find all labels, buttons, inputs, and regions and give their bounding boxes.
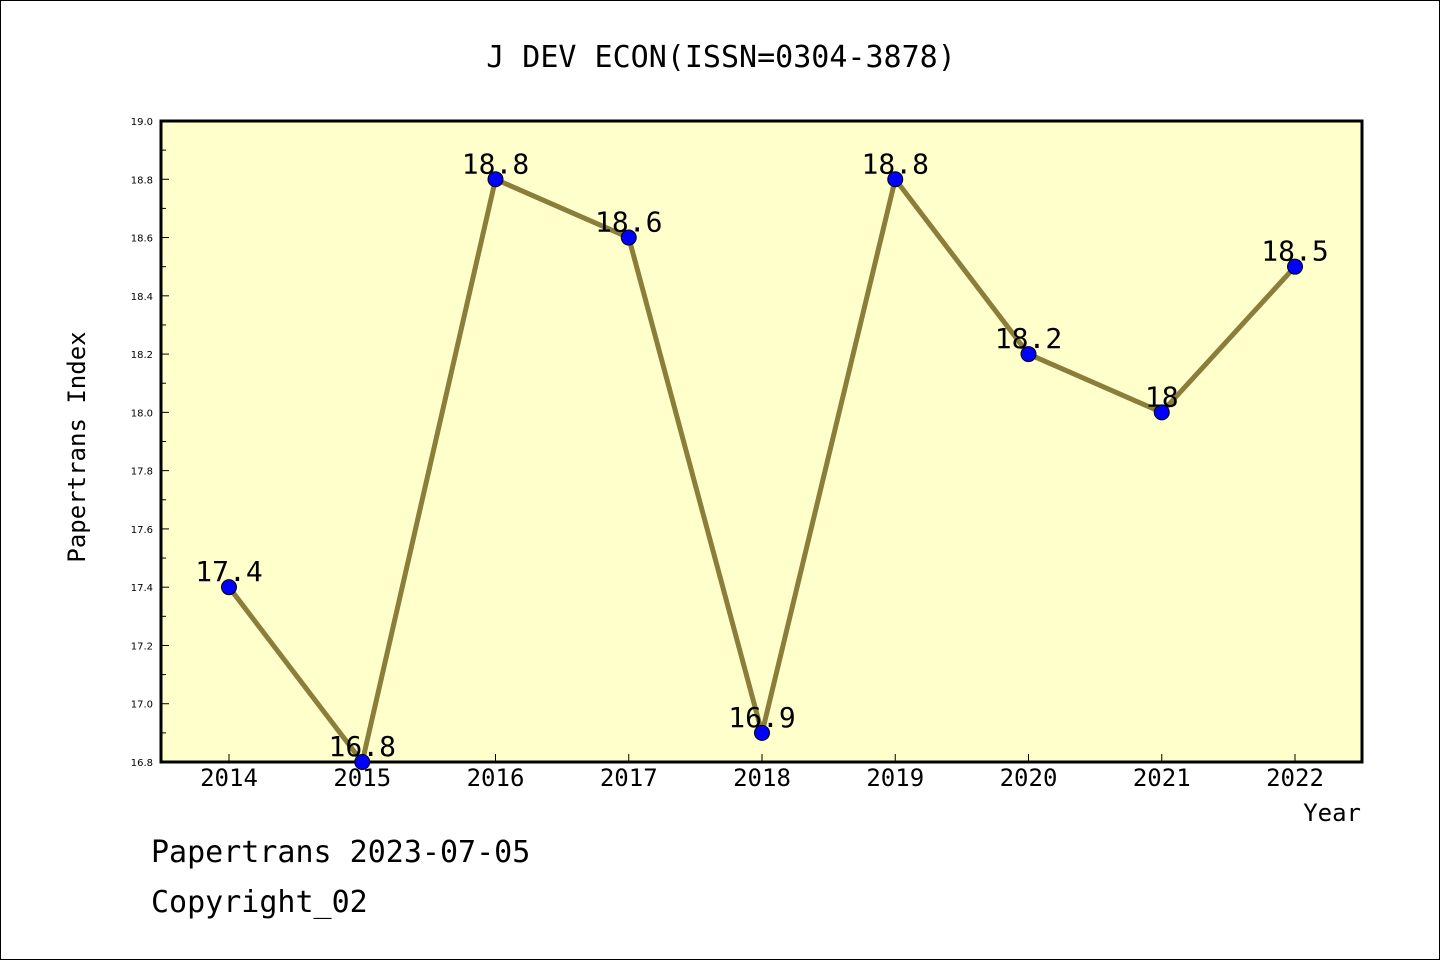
y-tick-label: 17.6	[131, 525, 153, 536]
x-tick-label: 2014	[200, 764, 258, 792]
y-tick-label: 17.8	[131, 467, 153, 478]
y-tick-label: 17.0	[131, 700, 153, 711]
y-tick-label: 17.4	[131, 583, 153, 594]
x-axis-ticks: 2014 2015 2016 2017 2018 2019 2020 2021 2022	[200, 754, 1324, 792]
y-axis-label: Papertrans Index	[63, 331, 91, 562]
y-tick-label: 19.0	[131, 117, 153, 128]
data-point	[1287, 258, 1303, 275]
x-tick-label: 2016	[467, 764, 525, 792]
data-label: 16.8	[329, 730, 396, 763]
series-points	[221, 171, 1303, 770]
data-point	[1020, 346, 1037, 363]
x-tick-label: 2018	[733, 764, 791, 792]
data-point	[754, 724, 770, 741]
data-point	[1153, 404, 1170, 421]
data-label: 18	[1145, 380, 1179, 413]
footer-date-text: Papertrans 2023-07-05	[151, 835, 531, 870]
data-point	[487, 171, 504, 188]
x-axis-label: Year	[1303, 799, 1361, 827]
y-axis-ticks: 16.8 17.0 17.2 17.4 17.6 17.8 18.0 18.2 18.4 18.6…	[131, 117, 169, 769]
y-tick-label: 18.8	[131, 175, 153, 186]
data-label: 17.4	[195, 555, 262, 588]
y-tick-label: 16.8	[131, 758, 153, 769]
y-tick-label: 17.2	[131, 641, 153, 652]
data-point	[887, 171, 904, 188]
x-tick-label: 2019	[866, 764, 924, 792]
data-point	[354, 754, 371, 770]
data-point	[221, 579, 237, 596]
y-tick-label: 18.4	[131, 292, 153, 303]
plot-area	[159, 119, 1364, 764]
data-label: 18.8	[862, 147, 929, 180]
y-tick-label: 18.6	[131, 234, 153, 245]
data-label: 18.6	[595, 206, 662, 239]
footer-copyright-text: Copyright_02	[151, 885, 368, 920]
data-label: 18.5	[1261, 235, 1328, 268]
y-tick-label: 18.2	[131, 350, 153, 361]
data-label: 18.8	[462, 147, 529, 180]
data-labels: 17.4 16.8 18.8 18.6 16.9 18.8 18.2 18 18.5	[195, 147, 1328, 763]
x-tick-label: 2021	[1133, 764, 1191, 792]
data-label: 18.2	[995, 322, 1062, 355]
x-tick-label: 2017	[600, 764, 658, 792]
data-point	[620, 229, 637, 246]
chart-title: J DEV ECON(ISSN=0304-3878)	[486, 40, 956, 75]
x-tick-label: 2022	[1266, 764, 1324, 792]
y-tick-label: 18.0	[131, 408, 153, 419]
x-tick-label: 2020	[1000, 764, 1058, 792]
data-label: 16.9	[728, 701, 795, 734]
